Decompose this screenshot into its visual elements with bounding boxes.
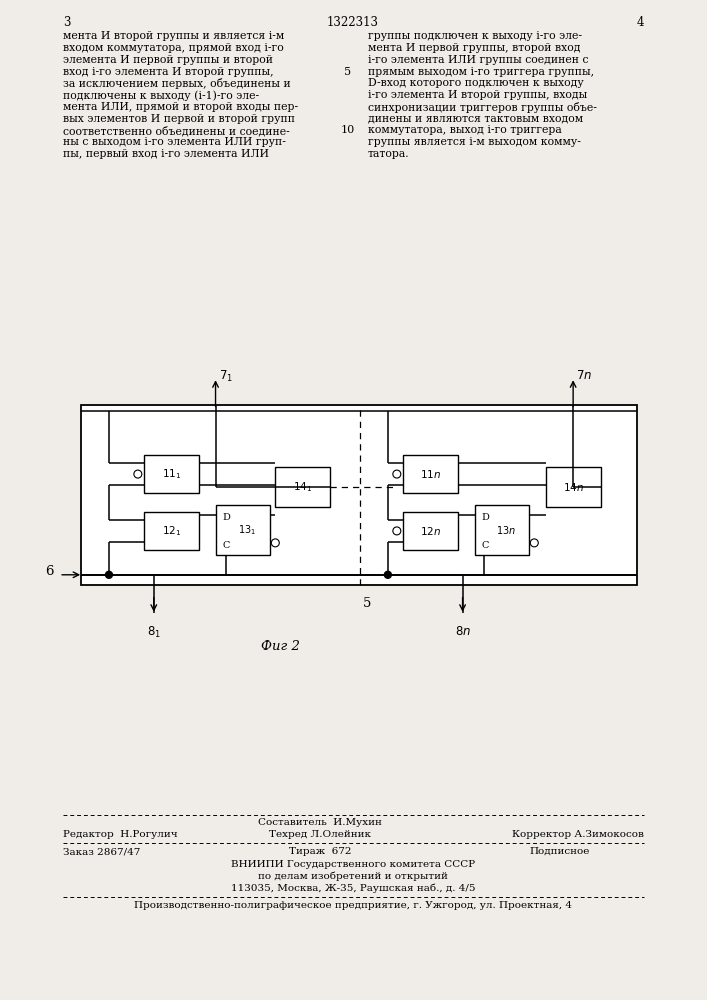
Text: соответственно объединены и соедине-: соответственно объединены и соедине- bbox=[63, 125, 290, 136]
Bar bbox=[547, 467, 601, 507]
Bar bbox=[403, 512, 457, 550]
Circle shape bbox=[105, 571, 112, 578]
Bar bbox=[81, 405, 637, 585]
Text: вход i-го элемента И второй группы,: вход i-го элемента И второй группы, bbox=[63, 67, 274, 77]
Text: мента ИЛИ, прямой и второй входы пер-: мента ИЛИ, прямой и второй входы пер- bbox=[63, 102, 298, 112]
Text: синхронизации триггеров группы объе-: синхронизации триггеров группы объе- bbox=[368, 102, 597, 113]
Text: i-го элемента И второй группы, входы: i-го элемента И второй группы, входы bbox=[368, 90, 588, 100]
Text: $7n$: $7n$ bbox=[576, 369, 592, 382]
Text: D-вход которого подключен к выходу: D-вход которого подключен к выходу bbox=[368, 78, 584, 88]
Text: элемента И первой группы и второй: элемента И первой группы и второй bbox=[63, 55, 273, 65]
Text: C: C bbox=[223, 541, 230, 550]
Text: мента И первой группы, второй вход: мента И первой группы, второй вход bbox=[368, 43, 580, 53]
Text: Подписное: Подписное bbox=[530, 847, 590, 856]
Bar bbox=[275, 467, 330, 507]
Text: 10: 10 bbox=[341, 125, 355, 135]
Text: 6: 6 bbox=[45, 565, 53, 578]
Text: C: C bbox=[481, 541, 489, 550]
Text: Корректор А.Зимокосов: Корректор А.Зимокосов bbox=[512, 830, 644, 839]
Text: 5: 5 bbox=[363, 597, 371, 610]
Text: мента И второй группы и является i-м: мента И второй группы и является i-м bbox=[63, 31, 284, 41]
Text: $11n$: $11n$ bbox=[420, 468, 440, 480]
Text: Редактор  Н.Рогулич: Редактор Н.Рогулич bbox=[63, 830, 177, 839]
Text: ны с выходом i-го элемента ИЛИ груп-: ны с выходом i-го элемента ИЛИ груп- bbox=[63, 137, 286, 147]
Text: входом коммутатора, прямой вход i-го: входом коммутатора, прямой вход i-го bbox=[63, 43, 284, 53]
Circle shape bbox=[385, 571, 392, 578]
Text: $14n$: $14n$ bbox=[563, 481, 584, 493]
Text: D: D bbox=[223, 513, 230, 522]
Text: Производственно-полиграфическое предприятие, г. Ужгород, ул. Проектная, 4: Производственно-полиграфическое предприя… bbox=[134, 901, 572, 910]
Text: 3: 3 bbox=[63, 16, 71, 29]
Text: Фиг 2: Фиг 2 bbox=[261, 640, 300, 653]
Text: Техред Л.Олейник: Техред Л.Олейник bbox=[269, 830, 371, 839]
Text: $13_1$: $13_1$ bbox=[238, 523, 256, 537]
Text: $14_1$: $14_1$ bbox=[293, 480, 312, 494]
Text: 1322313: 1322313 bbox=[327, 16, 379, 29]
Text: группы является i-м выходом комму-: группы является i-м выходом комму- bbox=[368, 137, 581, 147]
Text: $8_1$: $8_1$ bbox=[147, 625, 160, 640]
Text: $12n$: $12n$ bbox=[420, 525, 440, 537]
Text: ВНИИПИ Государственного комитета СССР: ВНИИПИ Государственного комитета СССР bbox=[231, 860, 475, 869]
Text: прямым выходом i-го триггера группы,: прямым выходом i-го триггера группы, bbox=[368, 67, 594, 77]
Text: Заказ 2867/47: Заказ 2867/47 bbox=[63, 847, 141, 856]
Bar bbox=[144, 512, 199, 550]
Text: Тираж  672: Тираж 672 bbox=[289, 847, 351, 856]
Text: $12_1$: $12_1$ bbox=[162, 524, 181, 538]
Text: i-го элемента ИЛИ группы соединен с: i-го элемента ИЛИ группы соединен с bbox=[368, 55, 588, 65]
Text: группы подключен к выходу i-го эле-: группы подключен к выходу i-го эле- bbox=[368, 31, 582, 41]
Text: Составитель  И.Мухин: Составитель И.Мухин bbox=[258, 818, 382, 827]
Text: 4: 4 bbox=[636, 16, 644, 29]
Text: 5: 5 bbox=[344, 67, 351, 77]
Text: динены и являются тактовым входом: динены и являются тактовым входом bbox=[368, 114, 583, 124]
Text: коммутатора, выход i-го триггера: коммутатора, выход i-го триггера bbox=[368, 125, 561, 135]
Text: по делам изобретений и открытий: по делам изобретений и открытий bbox=[258, 872, 448, 881]
Text: пы, первый вход i-го элемента ИЛИ: пы, первый вход i-го элемента ИЛИ bbox=[63, 149, 269, 159]
Text: D: D bbox=[481, 513, 489, 522]
Bar bbox=[403, 455, 457, 493]
Bar bbox=[144, 455, 199, 493]
Text: подключены к выходу (i-1)-го эле-: подключены к выходу (i-1)-го эле- bbox=[63, 90, 259, 101]
Text: $8n$: $8n$ bbox=[455, 625, 471, 638]
Text: 113035, Москва, Ж-35, Раушская наб., д. 4/5: 113035, Москва, Ж-35, Раушская наб., д. … bbox=[230, 884, 475, 893]
Text: вых элементов И первой и второй групп: вых элементов И первой и второй групп bbox=[63, 114, 295, 124]
Text: татора.: татора. bbox=[368, 149, 409, 159]
Text: за исключением первых, объединены и: за исключением первых, объединены и bbox=[63, 78, 291, 89]
Bar bbox=[474, 505, 530, 555]
Bar bbox=[216, 505, 270, 555]
Text: $7_1$: $7_1$ bbox=[218, 369, 233, 384]
Text: $13n$: $13n$ bbox=[496, 524, 516, 536]
Text: $11_1$: $11_1$ bbox=[162, 467, 181, 481]
